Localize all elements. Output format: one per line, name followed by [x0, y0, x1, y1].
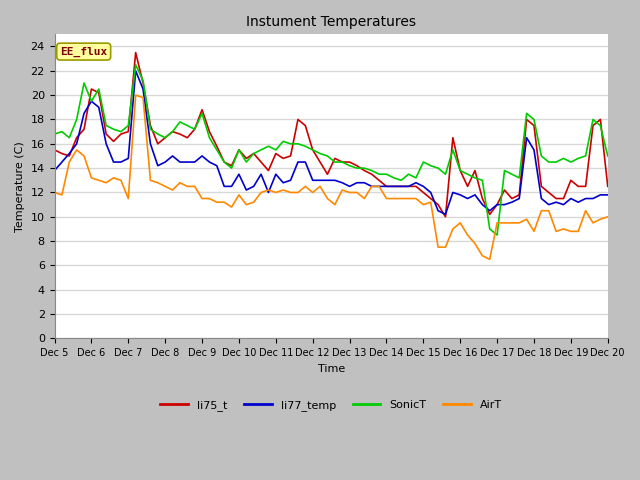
Legend: li75_t, li77_temp, SonicT, AirT: li75_t, li77_temp, SonicT, AirT	[156, 396, 506, 416]
Title: Instument Temperatures: Instument Temperatures	[246, 15, 416, 29]
X-axis label: Time: Time	[317, 364, 345, 374]
Text: EE_flux: EE_flux	[60, 47, 108, 57]
Y-axis label: Temperature (C): Temperature (C)	[15, 141, 25, 232]
